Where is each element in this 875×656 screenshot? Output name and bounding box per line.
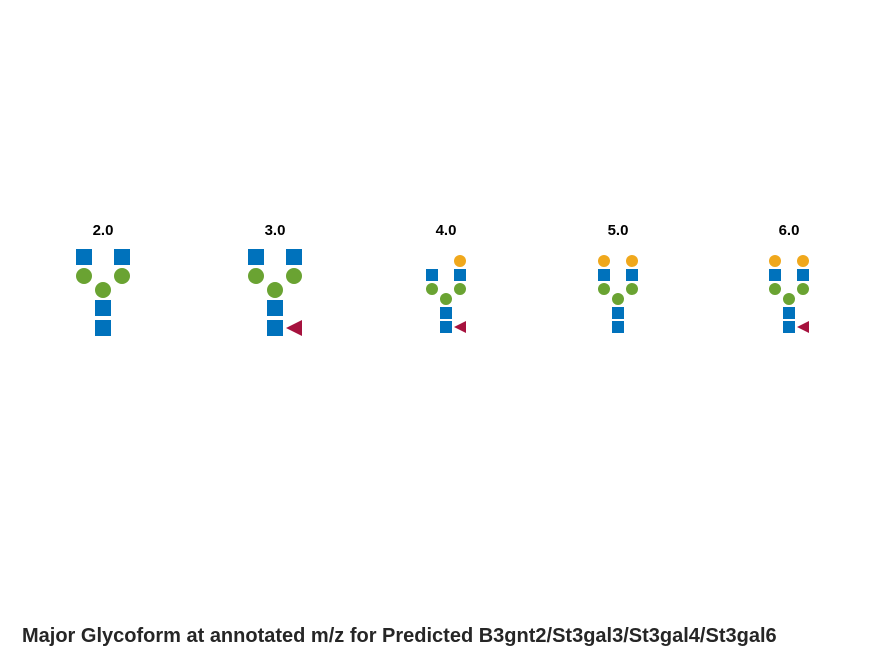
glcnac-antenna-icon — [797, 269, 809, 281]
glcnac-antenna-icon — [454, 269, 466, 281]
glycan-label: 3.0 — [265, 222, 286, 239]
mannose-branch-icon — [248, 268, 264, 284]
glcnac-antenna-icon — [286, 249, 302, 265]
glycan-4: 5.0 — [598, 222, 638, 333]
glcnac-reducing-end-icon — [95, 320, 111, 336]
glcnac-reducing-end-icon — [612, 321, 624, 333]
glycan-label: 6.0 — [779, 222, 800, 239]
mannose-branch-icon — [769, 283, 781, 295]
glcnac-core-icon — [95, 300, 111, 316]
galactose-terminal-icon — [454, 255, 466, 267]
glcnac-core-icon — [440, 307, 452, 319]
mannose-branch-icon — [76, 268, 92, 284]
mannose-core-icon — [95, 282, 111, 298]
galactose-terminal-icon — [626, 255, 638, 267]
glcnac-antenna-icon — [626, 269, 638, 281]
fucose-core-icon — [797, 321, 809, 333]
glycan-1: 2.0 — [76, 222, 130, 336]
glcnac-antenna-icon — [76, 249, 92, 265]
mannose-branch-icon — [626, 283, 638, 295]
mannose-core-icon — [612, 293, 624, 305]
glcnac-reducing-end-icon — [440, 321, 452, 333]
mannose-core-icon — [267, 282, 283, 298]
glcnac-antenna-icon — [769, 269, 781, 281]
mannose-core-icon — [440, 293, 452, 305]
mannose-core-icon — [783, 293, 795, 305]
glcnac-reducing-end-icon — [783, 321, 795, 333]
mannose-branch-icon — [598, 283, 610, 295]
mannose-branch-icon — [114, 268, 130, 284]
galactose-terminal-icon — [797, 255, 809, 267]
glycan-label: 4.0 — [436, 222, 457, 239]
mannose-branch-icon — [426, 283, 438, 295]
fucose-core-icon — [454, 321, 466, 333]
glycan-3: 4.0 — [426, 222, 466, 333]
mannose-branch-icon — [286, 268, 302, 284]
glcnac-core-icon — [267, 300, 283, 316]
glycan-label: 5.0 — [608, 222, 629, 239]
fucose-core-icon — [286, 320, 302, 336]
mannose-branch-icon — [797, 283, 809, 295]
glcnac-core-icon — [783, 307, 795, 319]
glycan-label: 2.0 — [93, 222, 114, 239]
galactose-terminal-icon — [598, 255, 610, 267]
glcnac-antenna-icon — [426, 269, 438, 281]
galactose-terminal-icon — [769, 255, 781, 267]
glcnac-reducing-end-icon — [267, 320, 283, 336]
glycan-2: 3.0 — [248, 222, 302, 336]
glcnac-core-icon — [612, 307, 624, 319]
glcnac-antenna-icon — [248, 249, 264, 265]
glcnac-antenna-icon — [114, 249, 130, 265]
mannose-branch-icon — [454, 283, 466, 295]
figure-title: Major Glycoform at annotated m/z for Pre… — [22, 625, 777, 647]
glycan-5: 6.0 — [769, 222, 809, 333]
glcnac-antenna-icon — [598, 269, 610, 281]
